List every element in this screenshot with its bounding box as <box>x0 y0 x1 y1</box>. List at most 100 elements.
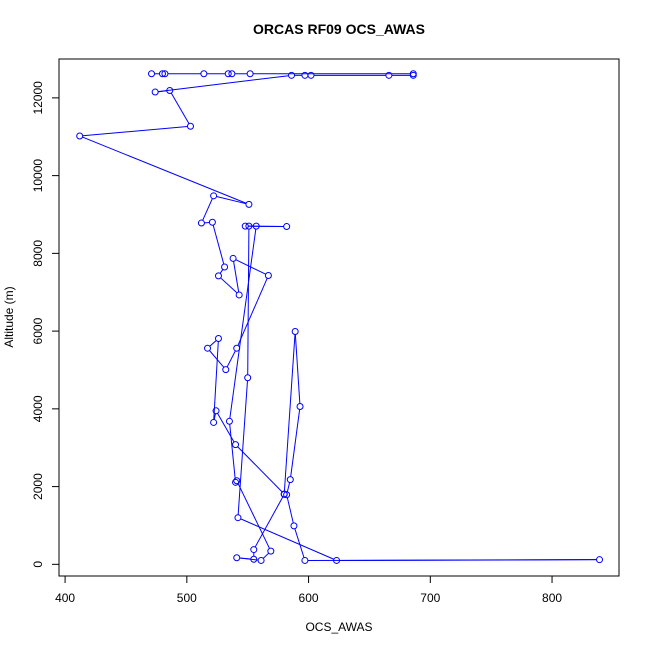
data-point <box>409 71 417 79</box>
data-point <box>186 122 194 130</box>
series-line-segment <box>247 229 250 375</box>
data-point <box>246 70 254 78</box>
y-axis: 0 2000 4000 6000 8000 10000 12000 <box>31 81 59 568</box>
data-point <box>214 334 222 342</box>
data-point <box>232 441 240 449</box>
data-point <box>235 291 243 299</box>
data-point <box>214 272 222 280</box>
x-tick-label: 400 <box>55 591 75 605</box>
data-point <box>283 223 291 231</box>
x-tick-label: 500 <box>177 591 197 605</box>
y-tick-label: 8000 <box>31 240 45 267</box>
series-line-segment <box>209 350 225 368</box>
data-point <box>245 200 253 208</box>
series-line-segment <box>233 261 240 293</box>
y-tick-label: 0 <box>31 561 45 568</box>
data-point <box>286 476 294 484</box>
series-line-segment <box>213 341 219 420</box>
data-point <box>264 272 272 280</box>
data-point <box>333 556 341 564</box>
data-point <box>245 222 253 230</box>
x-axis-label: OCS_AWAS <box>305 620 372 634</box>
data-point <box>280 490 288 498</box>
data-point <box>288 71 296 79</box>
series-line-segment <box>286 497 294 524</box>
series-line-segment <box>216 196 247 205</box>
series-line-segment <box>294 334 301 404</box>
data-series <box>76 70 604 564</box>
series-line-segment <box>229 229 257 419</box>
chart-title: ORCAS RF09 OCS_AWAS <box>253 21 425 37</box>
data-point <box>283 491 291 499</box>
x-tick-label: 800 <box>542 591 562 605</box>
series-line-segment <box>219 269 224 274</box>
series-line-segment <box>290 409 301 477</box>
x-tick-label: 700 <box>420 591 440 605</box>
x-tick-label: 600 <box>299 591 319 605</box>
data-point <box>204 344 212 352</box>
y-tick-label: 12000 <box>31 81 45 115</box>
data-point <box>250 555 258 563</box>
series-line-segment <box>82 126 188 137</box>
data-point <box>221 263 229 271</box>
data-point <box>241 222 249 230</box>
series-line-segment <box>239 557 251 560</box>
data-point <box>234 514 242 522</box>
x-axis: 400 500 600 700 800 <box>55 576 562 605</box>
data-point <box>210 418 218 426</box>
data-point <box>296 403 304 411</box>
data-point <box>151 88 159 96</box>
data-point <box>224 70 232 78</box>
y-tick-label: 2000 <box>31 473 45 500</box>
data-point <box>158 70 166 78</box>
y-axis-label: Altitude (m) <box>2 286 16 347</box>
series-line-segment <box>209 340 217 347</box>
data-point <box>301 71 309 79</box>
y-tick-label: 6000 <box>31 317 45 344</box>
data-point <box>250 546 258 554</box>
series-line-segment <box>213 413 216 420</box>
y-tick-label: 4000 <box>31 395 45 422</box>
y-tick-label: 10000 <box>31 159 45 193</box>
data-point <box>76 132 84 140</box>
data-point <box>257 556 265 564</box>
data-point <box>267 547 275 555</box>
series-line-segment <box>170 92 190 124</box>
series-line-segment <box>294 528 305 558</box>
series-line-segment <box>158 90 167 93</box>
data-point <box>210 192 218 200</box>
data-point <box>200 70 208 78</box>
series-line-segment <box>262 552 270 559</box>
data-point <box>222 366 230 374</box>
data-point <box>233 554 241 562</box>
data-point <box>232 478 240 486</box>
data-point <box>212 407 220 415</box>
data-point <box>301 556 309 564</box>
series-line-segment <box>283 334 296 492</box>
series-line-segment <box>254 496 284 548</box>
series-line-segment <box>158 75 289 93</box>
series-line-segment <box>212 225 225 265</box>
plot-frame <box>58 58 620 577</box>
series-line-segment <box>237 278 268 346</box>
data-point <box>233 477 241 485</box>
data-point <box>228 70 236 78</box>
data-point <box>166 86 174 94</box>
data-point <box>148 70 156 78</box>
data-point <box>161 70 169 78</box>
data-point <box>596 556 604 564</box>
data-point <box>233 344 241 352</box>
data-point <box>197 219 205 227</box>
series-line-segment <box>237 446 283 493</box>
series-line-segment <box>237 483 270 549</box>
data-point <box>291 327 299 335</box>
series-line-segment <box>286 482 291 492</box>
data-point <box>225 417 233 425</box>
series-line-segment <box>339 559 597 561</box>
series-line-segment <box>202 198 213 221</box>
data-point <box>252 222 260 230</box>
series-line-segment <box>220 277 238 294</box>
series-line-segment <box>229 424 236 480</box>
